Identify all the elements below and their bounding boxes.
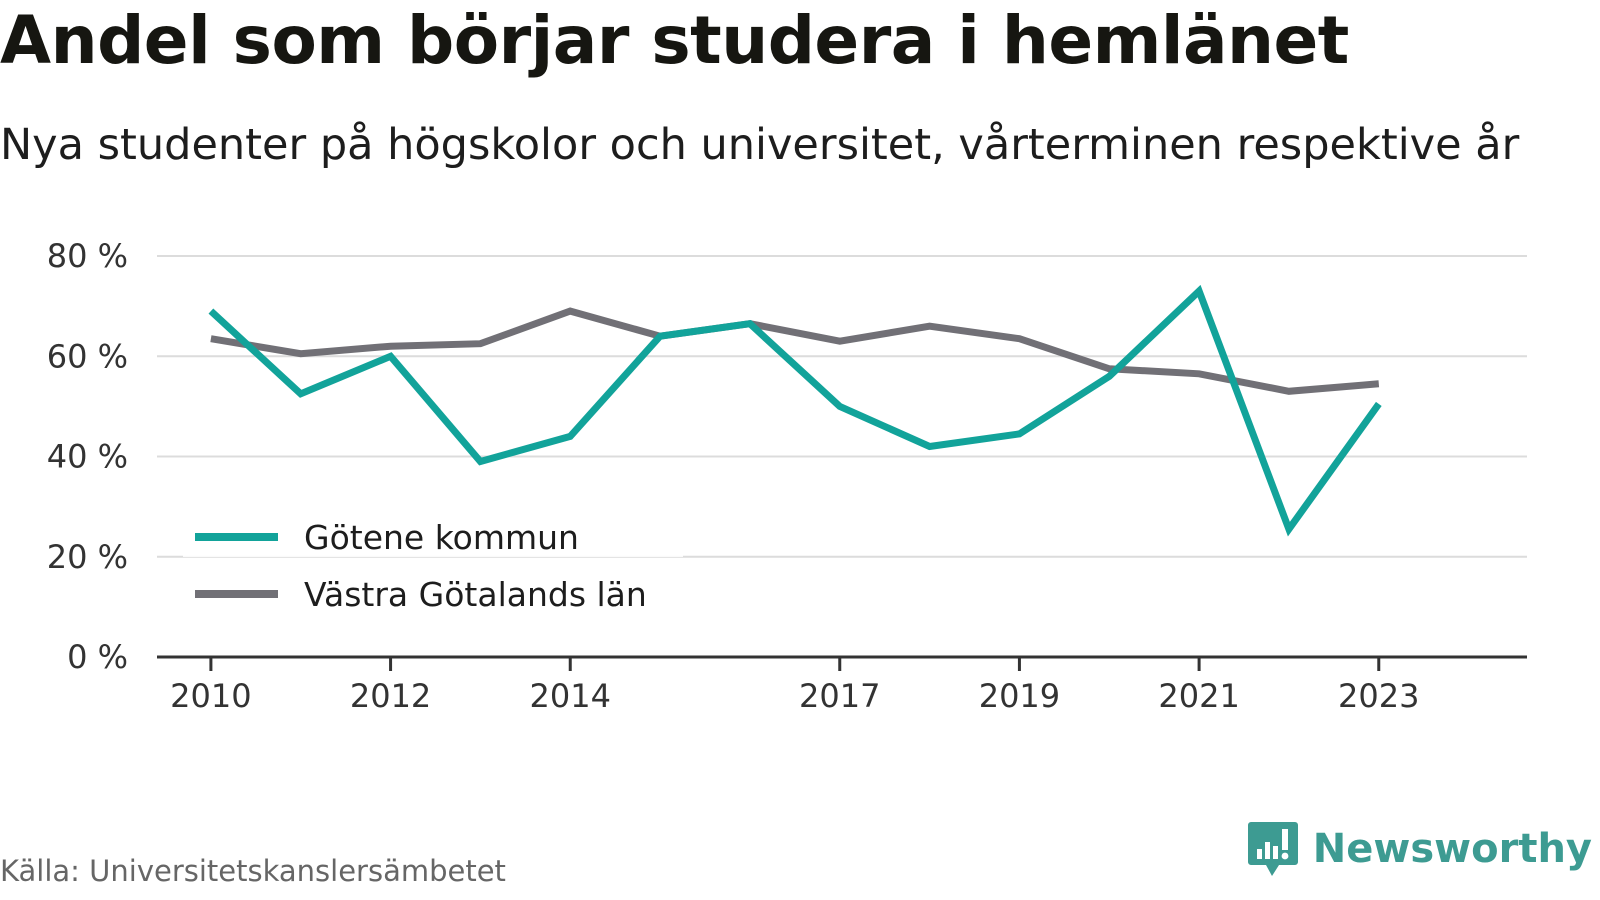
x-tick-label: 2012 — [350, 677, 431, 715]
legend-label: Västra Götalands län — [304, 575, 647, 614]
x-tick-label: 2023 — [1338, 677, 1419, 715]
x-tick-label: 2019 — [979, 677, 1060, 715]
data-series — [208, 284, 1382, 537]
x-tick-label: 2017 — [799, 677, 880, 715]
source-note: Källa: Universitetskanslersämbetet — [0, 854, 506, 888]
x-axis-ticks: 2010 2012 2014 2017 2019 2021 2023 — [170, 657, 1419, 715]
chart-title: Andel som börjar studera i hemlänet — [0, 2, 1349, 79]
y-tick-label: 80 % — [47, 237, 128, 275]
x-tick-label: 2010 — [170, 677, 251, 715]
newsworthy-logo-icon — [1247, 822, 1298, 876]
brand-name: Newsworthy — [1312, 826, 1592, 872]
y-axis-tick-labels: 0 % 20 % 40 % 60 % 80 % — [47, 237, 128, 676]
series-line-0 — [208, 284, 1382, 537]
y-tick-label: 60 % — [47, 337, 128, 375]
x-tick-label: 2014 — [530, 677, 611, 715]
line-chart: 0 % 20 % 40 % 60 % 80 % 2010 2012 2014 2017 2019… — [47, 237, 1527, 715]
y-tick-label: 20 % — [47, 538, 128, 576]
legend: Götene kommun Västra Götalands län — [183, 505, 683, 614]
y-tick-label: 40 % — [47, 438, 128, 476]
legend-background — [183, 505, 683, 557]
legend-label: Götene kommun — [304, 518, 579, 557]
series-line-1 — [210, 307, 1380, 395]
chart-subtitle: Nya studenter på högskolor och universit… — [0, 120, 1520, 170]
brand-logo: Newsworthy — [1247, 820, 1592, 878]
x-tick-label: 2021 — [1158, 677, 1239, 715]
y-tick-label: 0 % — [67, 638, 128, 676]
